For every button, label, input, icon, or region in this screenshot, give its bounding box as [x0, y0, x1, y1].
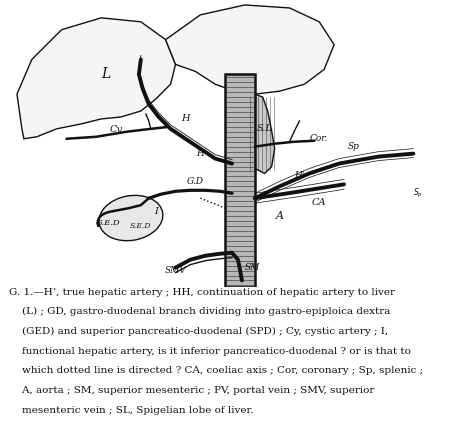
Text: (GED) and superior pancreatico-duodenal (SPD) ; Cy, cystic artery ; I,: (GED) and superior pancreatico-duodenal …	[9, 327, 389, 336]
Text: Sp: Sp	[348, 142, 360, 151]
Text: which dotted line is directed ? CA, coeliac axis ; Cor, coronary ; Sp, splenic ;: which dotted line is directed ? CA, coel…	[9, 366, 423, 375]
Text: functional hepatic artery, is it inferior pancreatico-duodenal ? or is that to: functional hepatic artery, is it inferio…	[9, 347, 411, 356]
Text: SM: SM	[245, 263, 260, 272]
Text: H: H	[196, 149, 204, 158]
Text: (L) ; GD, gastro-duodenal branch dividing into gastro-epiploica dextra: (L) ; GD, gastro-duodenal branch dividin…	[9, 307, 391, 316]
Text: G.E.D: G.E.D	[96, 219, 120, 227]
Text: Cor.: Cor.	[309, 134, 328, 143]
Text: A: A	[275, 211, 283, 221]
Text: $S_p$: $S_p$	[413, 187, 423, 200]
Text: L: L	[102, 67, 111, 82]
Text: H: H	[181, 115, 190, 124]
Bar	[225, 74, 255, 287]
Text: CA: CA	[312, 198, 327, 207]
Polygon shape	[17, 18, 175, 139]
Text: Cy: Cy	[110, 125, 123, 134]
Text: G. 1.—H’, true hepatic artery ; HH, continuation of hepatic artery to liver: G. 1.—H’, true hepatic artery ; HH, cont…	[9, 287, 395, 296]
Text: S.E.D: S.E.D	[130, 222, 152, 230]
Text: S.L: S.L	[257, 124, 273, 133]
Polygon shape	[165, 5, 334, 94]
Text: A, aorta ; SM, superior mesenteric ; PV, portal vein ; SMV, superior: A, aorta ; SM, superior mesenteric ; PV,…	[9, 386, 375, 395]
Text: I: I	[154, 207, 157, 216]
Text: H': H'	[294, 172, 305, 180]
Ellipse shape	[99, 195, 163, 241]
Text: mesenteric vein ; SL, Spigelian lobe of liver.: mesenteric vein ; SL, Spigelian lobe of …	[9, 406, 254, 415]
Text: SMV: SMV	[164, 266, 187, 275]
Text: G.D: G.D	[187, 177, 204, 186]
Polygon shape	[245, 94, 274, 173]
